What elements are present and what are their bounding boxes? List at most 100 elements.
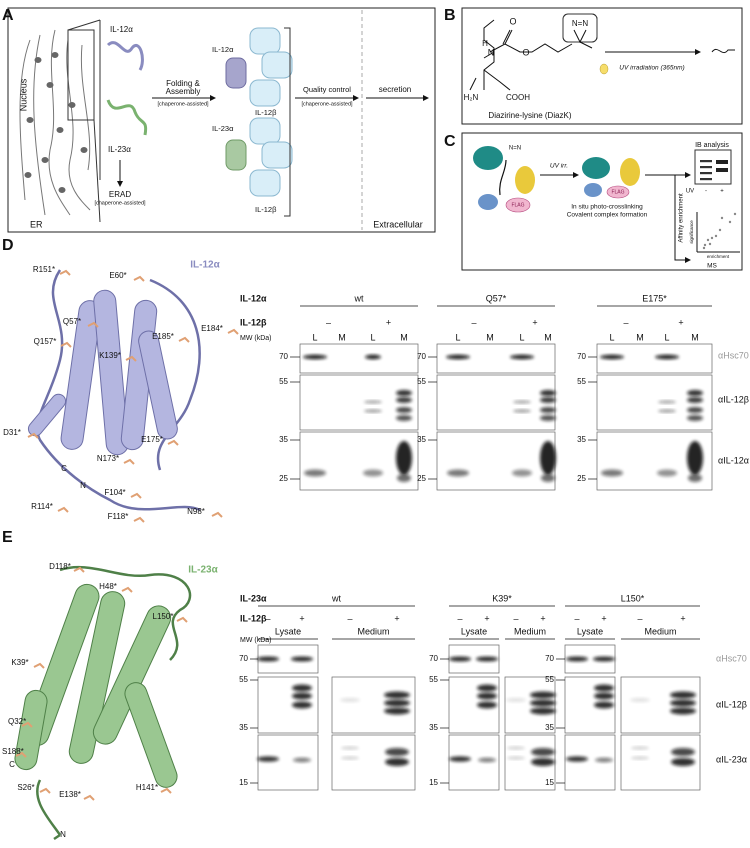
side-chain [83, 794, 95, 801]
loop [36, 565, 192, 841]
blot-band [365, 354, 381, 360]
domain [249, 117, 281, 145]
label: – [265, 613, 270, 623]
side-chain [176, 616, 188, 623]
carbene [711, 48, 735, 54]
blot-band [716, 160, 728, 164]
label: M [691, 332, 699, 342]
label: + [601, 613, 606, 623]
mw-label: 25 [417, 474, 426, 483]
residue-label: S26* [17, 783, 34, 792]
blot-band [257, 656, 279, 662]
blot-band [513, 409, 531, 413]
label: H₂N [464, 93, 479, 102]
helix [93, 289, 129, 456]
residue-label: N [80, 481, 86, 490]
label: H [482, 39, 488, 48]
label: FLAG [611, 189, 624, 195]
side-chain [60, 341, 72, 348]
residue-label: K139* [99, 351, 121, 360]
residue-label: C [61, 464, 67, 473]
blot-band [687, 441, 703, 475]
label: – [471, 317, 476, 327]
blot-band [700, 166, 712, 169]
blot-frame [257, 734, 319, 791]
er-membrane [66, 39, 91, 211]
side-chain [133, 275, 145, 282]
label: Quality control [303, 85, 351, 94]
blot-frame [448, 734, 500, 791]
blot-band [477, 684, 497, 692]
blot-band [566, 756, 588, 762]
label: Folding & [166, 79, 200, 88]
residue-label: Q57* [63, 317, 81, 326]
er-membrane [19, 39, 31, 201]
side-chain [73, 566, 85, 573]
side-chain [21, 721, 33, 728]
flow [645, 174, 691, 263]
label: - [705, 189, 707, 195]
blot-band [594, 684, 614, 692]
side-chain [211, 511, 223, 518]
panel-c-frame [461, 132, 743, 271]
panel-label: C [444, 133, 456, 150]
blot-band [594, 692, 614, 700]
domain [261, 141, 293, 169]
blot-band [507, 746, 525, 750]
mw-label: 55 [545, 675, 554, 684]
blot-band [364, 409, 382, 413]
mw-label: 15 [429, 778, 438, 787]
label: significance [689, 220, 694, 244]
panel-label: B [444, 7, 456, 24]
side-chain [178, 336, 190, 343]
label: Affinity enrichment [679, 193, 685, 243]
side-chain [125, 355, 137, 362]
blot-band [531, 758, 555, 766]
helix [92, 605, 172, 745]
label: – [513, 613, 518, 623]
label: L [519, 332, 524, 342]
blot-band [601, 469, 623, 477]
antibody-label: αHsc70 [716, 653, 747, 663]
blot-frame [299, 343, 419, 374]
label: UV irradiation (365nm) [619, 65, 684, 72]
blot-band [687, 390, 703, 396]
blot-band [540, 415, 556, 421]
label: M [636, 332, 644, 342]
bulb [599, 63, 609, 75]
residue-label: S188* [2, 747, 24, 756]
blot-band [670, 707, 696, 715]
label: L [664, 332, 669, 342]
label: enrichment [707, 254, 730, 259]
side-chain [33, 662, 45, 669]
blot-band [687, 397, 703, 403]
blot-band [478, 757, 496, 763]
dot [708, 242, 712, 246]
label: ER [30, 219, 43, 229]
flag-tag [505, 197, 531, 213]
antibody-label: αIL-12α [718, 455, 749, 465]
domain [249, 169, 281, 197]
label: IL-12α [240, 293, 267, 303]
ribosome [56, 127, 64, 133]
label: Lysate [275, 626, 301, 636]
blot-band [688, 474, 702, 482]
chain [489, 29, 573, 53]
blot-band [631, 756, 649, 760]
blot-band [449, 756, 471, 762]
helix [124, 682, 178, 788]
label: Covalent complex formation [567, 212, 648, 219]
side-chain [15, 751, 27, 758]
mw-label: 35 [239, 723, 248, 732]
mw-label: 25 [577, 474, 586, 483]
ribosome [34, 57, 42, 63]
label: IL-12α [212, 45, 234, 54]
mw-label: 55 [577, 377, 586, 386]
label: wt [354, 293, 364, 303]
ribosome [24, 172, 32, 178]
label: K39* [492, 593, 512, 603]
blot-band [446, 354, 470, 360]
dot [718, 228, 722, 232]
protein [515, 166, 535, 194]
blot-band [540, 390, 556, 396]
